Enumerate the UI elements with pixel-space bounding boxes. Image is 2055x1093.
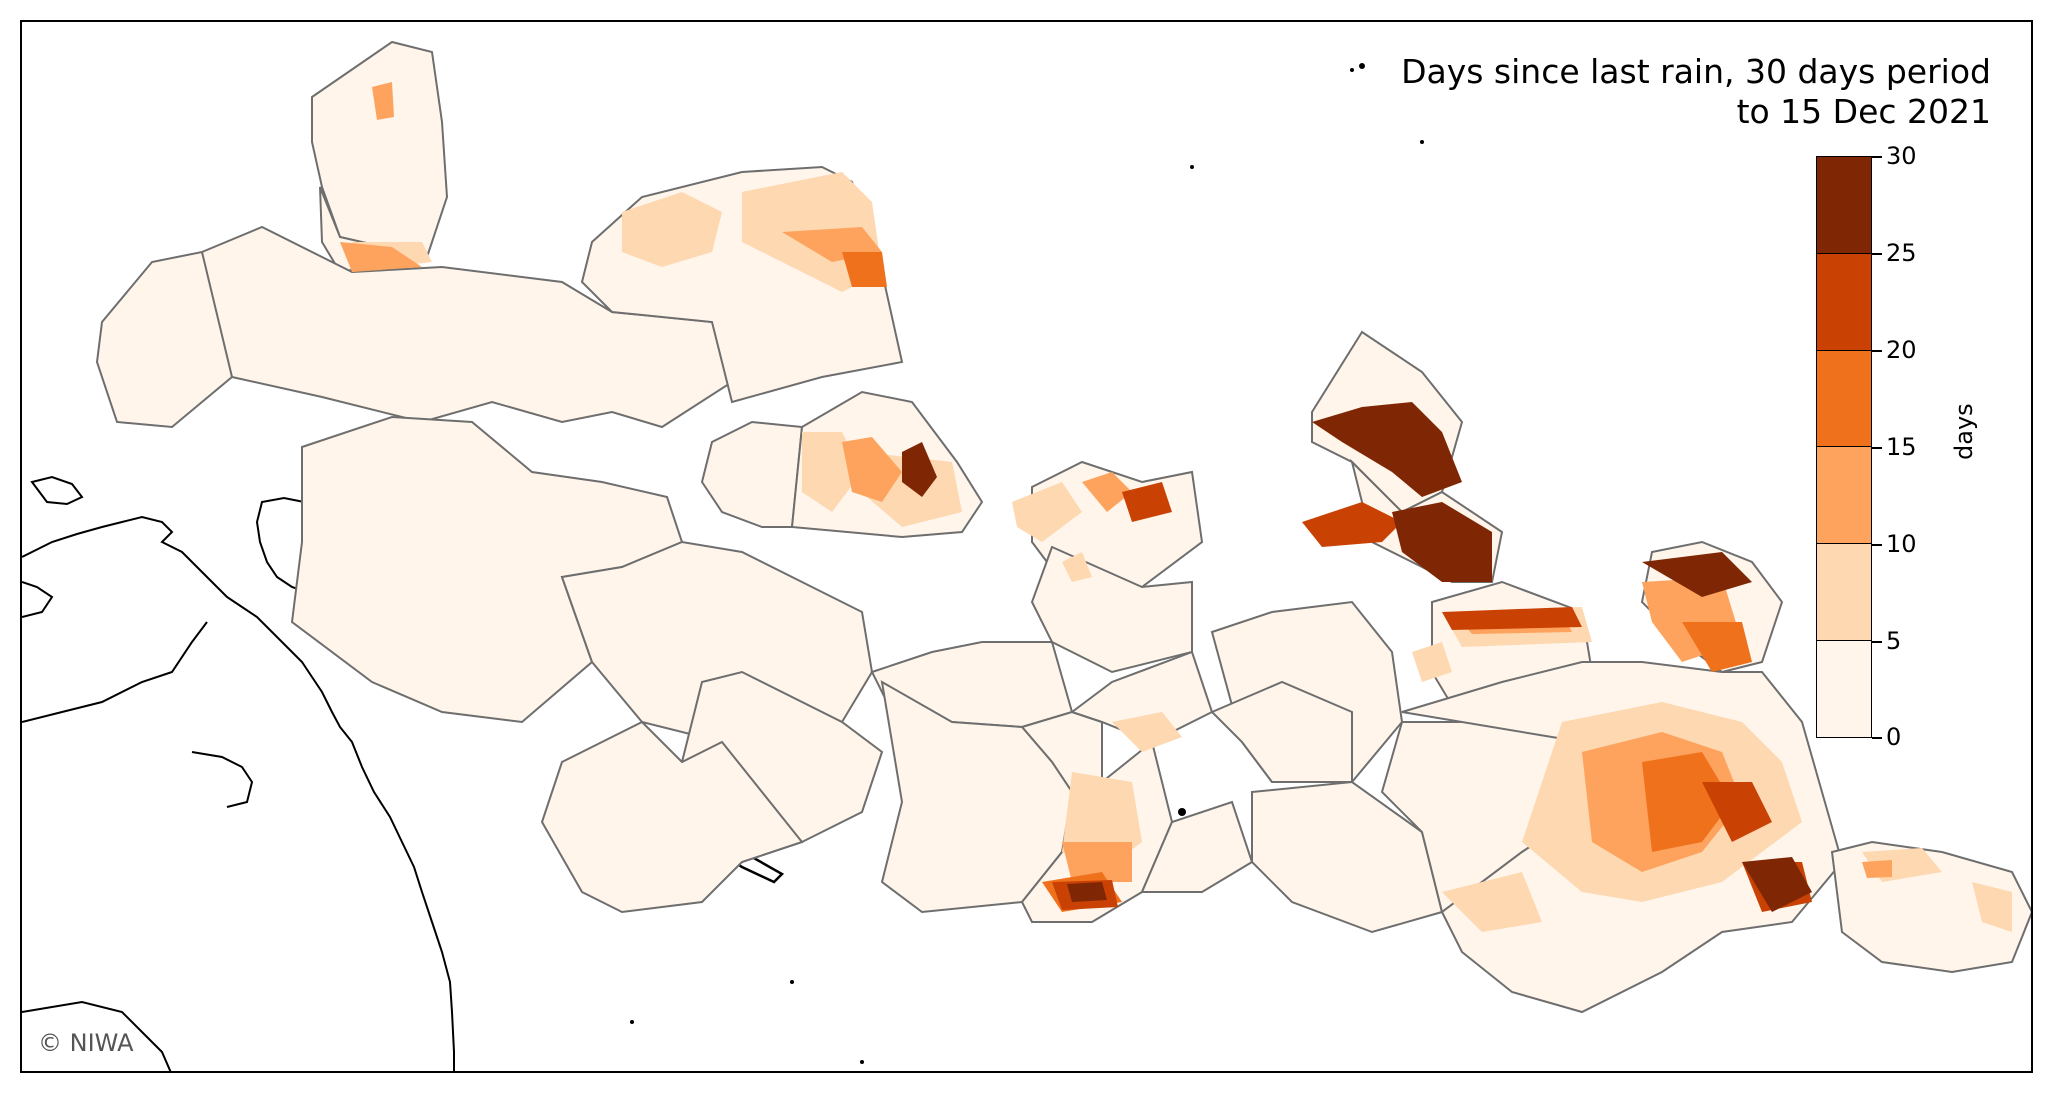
map-frame: Days since last rain, 30 days period to … [20,20,2033,1073]
map-title-line-2: to 15 Dec 2021 [1736,92,1991,131]
colorbar-bin-0-5 [1817,640,1871,737]
colorbar-tick-0 [1872,737,1882,739]
colorbar-bin-20-25 [1817,252,1871,350]
colorbar-bin-25-30 [1817,157,1871,253]
colorbar-label-25: 25 [1886,239,1917,267]
colorbar-label-30: 30 [1886,142,1917,170]
colorbar-tick-15 [1872,447,1882,449]
colorbar-tick-30 [1872,156,1882,158]
region-solomon [560,540,874,744]
map-canvas [22,40,2031,1071]
region-fsm [200,225,734,429]
colorbar-label-5: 5 [1886,627,1902,655]
colorbar-tick-25 [1872,253,1882,255]
credit-label: © NIWA [38,1029,134,1057]
colorbar [1816,156,1872,738]
dry-days-patches [340,82,2012,932]
region-nauru [700,420,804,528]
colorbar-label-15: 15 [1886,433,1917,461]
colorbar-label-10: 10 [1886,530,1917,558]
coastline-australia [22,515,455,1071]
colorbar-bin-15-20 [1817,349,1871,447]
map-title-line-1: Days since last rain, 30 days period [1401,52,1991,91]
colorbar-bin-5-10 [1817,543,1871,641]
colorbar-tick-5 [1872,641,1882,643]
region-palau-north [311,40,449,259]
colorbar-tick-10 [1872,544,1882,546]
region-new-caledonia [540,720,804,914]
region-cook-south [1251,780,1444,934]
colorbar-label-0: 0 [1886,723,1902,751]
colorbar-label-20: 20 [1886,336,1917,364]
colorbar-unit-label: days [1950,403,1978,460]
colorbar-bin-10-15 [1817,446,1871,544]
colorbar-tick-20 [1872,350,1882,352]
region-tokelau [1210,680,1353,783]
region-niue [1140,800,1254,893]
